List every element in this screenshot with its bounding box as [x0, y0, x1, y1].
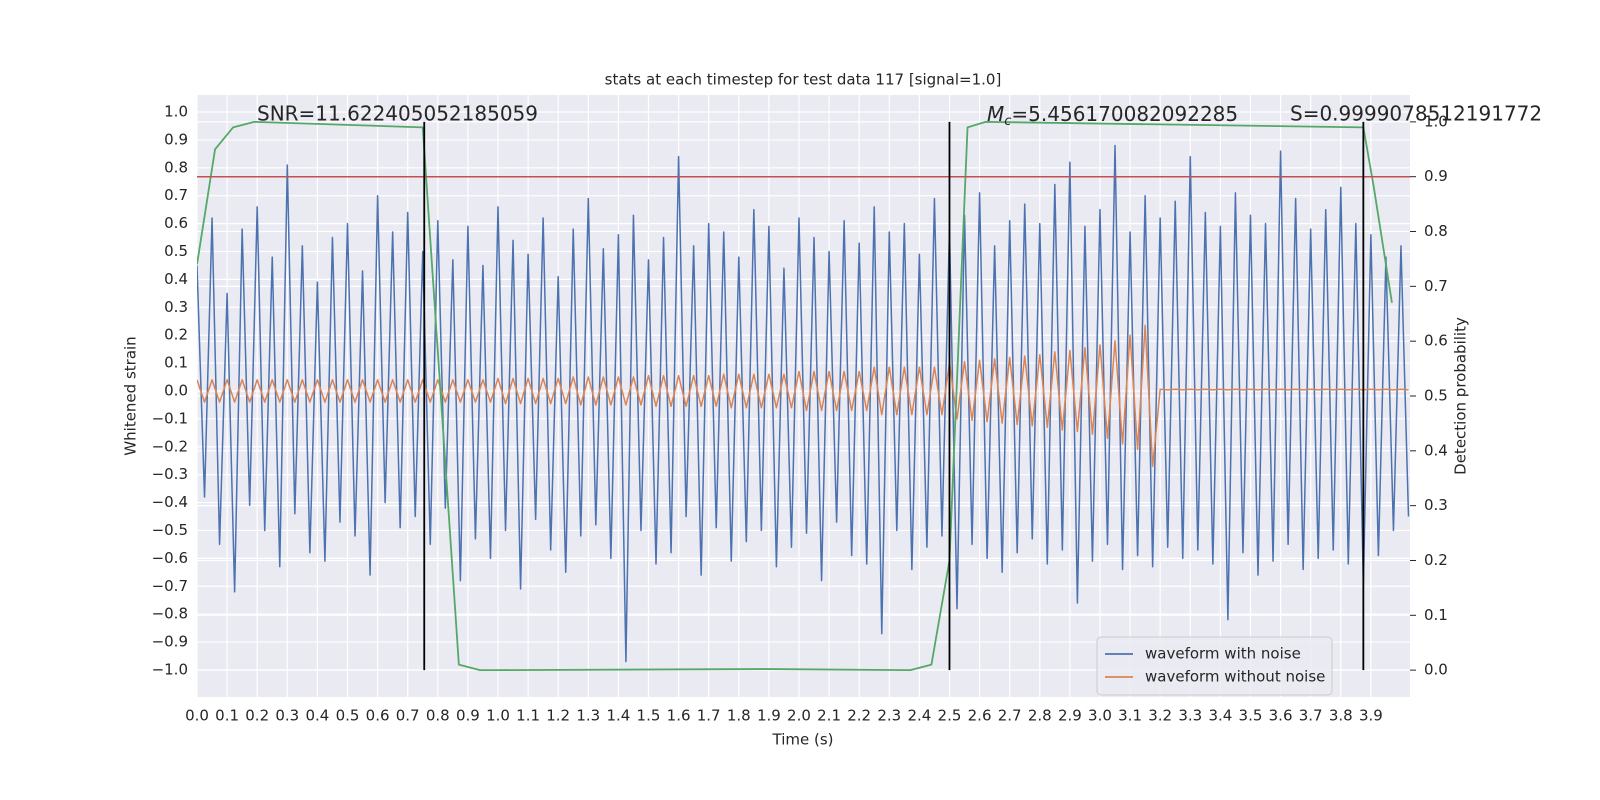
x-tick-label: 0.9	[456, 707, 480, 725]
x-tick-label: 0.7	[396, 707, 420, 725]
annotation: S=0.9999078512191772	[1290, 102, 1542, 126]
x-tick-label: 3.4	[1208, 707, 1232, 725]
y-tick-label: 0.4	[164, 270, 188, 288]
chart-title: stats at each timestep for test data 117…	[605, 71, 1002, 89]
y-tick-label: −0.5	[152, 521, 188, 539]
x-tick-label: 0.1	[215, 707, 239, 725]
y-tick-label: 0.8	[164, 158, 188, 176]
y-tick-label: −0.3	[152, 465, 188, 483]
y2-tick-label: 0.8	[1424, 222, 1448, 240]
series-line	[197, 120, 1393, 672]
y-tick-label: −0.4	[152, 493, 188, 511]
x-tick-label: 1.6	[667, 707, 691, 725]
x-tick-label: 0.8	[426, 707, 450, 725]
annotation-symbol: M	[987, 102, 1004, 126]
marks	[197, 120, 1410, 672]
x-tick-label: 2.6	[968, 707, 992, 725]
y-tick-label: −0.8	[152, 605, 188, 623]
x-tick-label: 3.0	[1088, 707, 1112, 725]
y2-tick-label: 0.0	[1424, 661, 1448, 679]
y2-tick-label: 0.5	[1424, 387, 1448, 405]
y-tick-label: 0.3	[164, 298, 188, 316]
x-tick-label: 0.5	[336, 707, 360, 725]
y-tick-label: −0.1	[152, 409, 188, 427]
y-tick-label: 0.7	[164, 186, 188, 204]
x-tick-label: 3.6	[1269, 707, 1293, 725]
x-tick-label: 3.5	[1239, 707, 1263, 725]
annotation-value: =5.456170082092285	[1011, 102, 1238, 126]
x-tick-label: 1.3	[576, 707, 600, 725]
x-tick-label: 0.0	[185, 707, 209, 725]
x-tick-label: 1.2	[546, 707, 570, 725]
x-tick-label: 1.0	[486, 707, 510, 725]
x-tick-label: 2.8	[1028, 707, 1052, 725]
y-tick-label: 0.1	[164, 354, 188, 372]
x-tick-label: 0.3	[275, 707, 299, 725]
x-tick-label: 2.0	[787, 707, 811, 725]
y2-tick-label: 0.6	[1424, 332, 1448, 350]
x-tick-label: 3.3	[1178, 707, 1202, 725]
annotation: SNR=11.622405052185059	[257, 102, 538, 126]
x-tick-label: 1.9	[757, 707, 781, 725]
y2-tick-label: 0.4	[1424, 441, 1448, 459]
y-tick-label: 0.2	[164, 326, 188, 344]
x-tick-label: 2.1	[817, 707, 841, 725]
y2-tick-label: 0.1	[1424, 606, 1448, 624]
x-tick-label: 1.5	[637, 707, 661, 725]
y-tick-label: −0.9	[152, 633, 188, 651]
x-tick-label: 3.2	[1148, 707, 1172, 725]
series-line	[197, 324, 1409, 468]
x-tick-label: 0.6	[366, 707, 390, 725]
x-tick-label: 2.9	[1058, 707, 1082, 725]
annotation: Mc=5.456170082092285	[987, 102, 1238, 129]
x-tick-label: 3.9	[1359, 707, 1383, 725]
y-axis-label: Whitened strain	[122, 336, 140, 455]
x-tick-label: 2.7	[998, 707, 1022, 725]
y2-axis-label: Detection probability	[1452, 317, 1470, 475]
y-tick-label: −0.6	[152, 549, 188, 567]
x-axis-label: Time (s)	[772, 731, 834, 749]
x-tick-label: 3.1	[1118, 707, 1142, 725]
y-tick-label: 0.9	[164, 130, 188, 148]
legend-box	[1096, 636, 1333, 696]
y-tick-label: −1.0	[152, 660, 188, 678]
x-tick-label: 1.4	[606, 707, 630, 725]
y2-tick-label: 0.2	[1424, 551, 1448, 569]
x-tick-label: 2.2	[847, 707, 871, 725]
x-tick-label: 3.8	[1329, 707, 1353, 725]
grid	[196, 95, 1410, 697]
y-tick-label: 1.0	[164, 103, 188, 121]
y-tick-label: −0.7	[152, 577, 188, 595]
x-tick-label: 0.4	[305, 707, 329, 725]
y2-tick-label: 0.7	[1424, 277, 1448, 295]
legend: waveform with noise waveform without nois…	[1096, 636, 1333, 696]
y-tick-label: −0.2	[152, 437, 188, 455]
x-tick-label: 2.3	[877, 707, 901, 725]
y-tick-label: 0.6	[164, 214, 188, 232]
x-tick-label: 1.7	[697, 707, 721, 725]
x-tick-label: 1.1	[516, 707, 540, 725]
y2-tick-label: 1.0	[1424, 112, 1448, 130]
legend-label: waveform without noise	[1145, 668, 1325, 686]
x-tick-label: 2.4	[907, 707, 931, 725]
annotation-subscript: c	[1004, 114, 1011, 129]
y-tick-label: 0.0	[164, 381, 188, 399]
x-tick-label: 0.2	[245, 707, 269, 725]
y2-tick-label: 0.9	[1424, 167, 1448, 185]
y-tick-label: 0.5	[164, 242, 188, 260]
overlay: waveform with noise waveform without nois…	[1096, 636, 1333, 696]
x-tick-label: 3.7	[1299, 707, 1323, 725]
series-line	[197, 144, 1410, 663]
y2-tick-label: 0.3	[1424, 496, 1448, 514]
legend-label: waveform with noise	[1145, 645, 1301, 663]
x-tick-label: 1.8	[727, 707, 751, 725]
x-tick-label: 2.5	[938, 707, 962, 725]
